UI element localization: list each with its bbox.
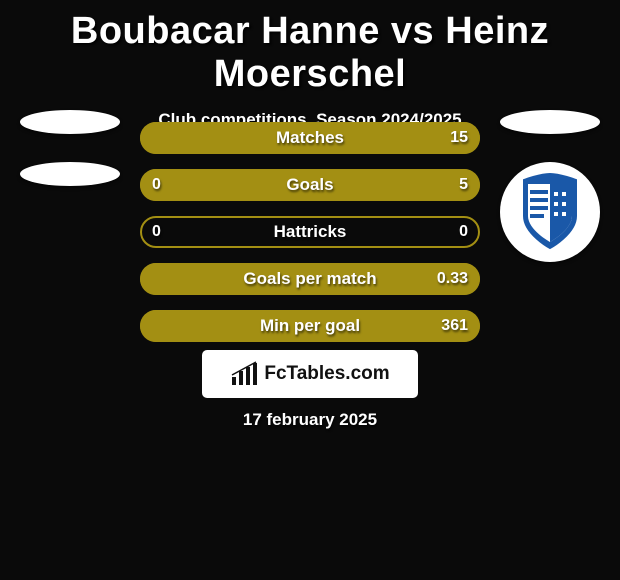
date-text: 17 february 2025 (0, 410, 620, 430)
player2-avatar-placeholder (500, 110, 600, 134)
stat-value-left: 0 (152, 169, 161, 201)
stat-value-right: 15 (450, 122, 468, 154)
right-player-col (490, 110, 610, 262)
brand-box[interactable]: FcTables.com (202, 350, 418, 398)
left-player-col (10, 110, 130, 214)
stat-bars: Matches15Goals05Hattricks00Goals per mat… (140, 122, 480, 357)
player1-avatar-placeholder (20, 110, 120, 134)
bar-chart-icon (230, 361, 258, 387)
stat-label: Hattricks (140, 216, 480, 248)
stat-label: Goals per match (140, 263, 480, 295)
stat-value-right: 0 (459, 216, 468, 248)
page-title: Boubacar Hanne vs Heinz Moerschel (0, 0, 620, 96)
stat-value-right: 5 (459, 169, 468, 201)
stat-label: Goals (140, 169, 480, 201)
stat-row-matches: Matches15 (140, 122, 480, 156)
stat-row-min-per-goal: Min per goal361 (140, 310, 480, 344)
stat-row-goals-per-match: Goals per match0.33 (140, 263, 480, 297)
stat-value-right: 361 (441, 310, 468, 342)
stat-label: Min per goal (140, 310, 480, 342)
comparison-container: Boubacar Hanne vs Heinz Moerschel Club c… (0, 0, 620, 580)
stat-value-right: 0.33 (437, 263, 468, 295)
player2-club-badge (500, 162, 600, 262)
stat-value-left: 0 (152, 216, 161, 248)
player1-club-placeholder (20, 162, 120, 186)
stat-row-hattricks: Hattricks0 0 (140, 216, 480, 250)
shield-icon (518, 172, 582, 252)
stat-row-goals: Goals0 5 (140, 169, 480, 203)
brand-content: FcTables.com (230, 361, 389, 387)
stat-label: Matches (140, 122, 480, 154)
brand-text: FcTables.com (264, 363, 389, 385)
